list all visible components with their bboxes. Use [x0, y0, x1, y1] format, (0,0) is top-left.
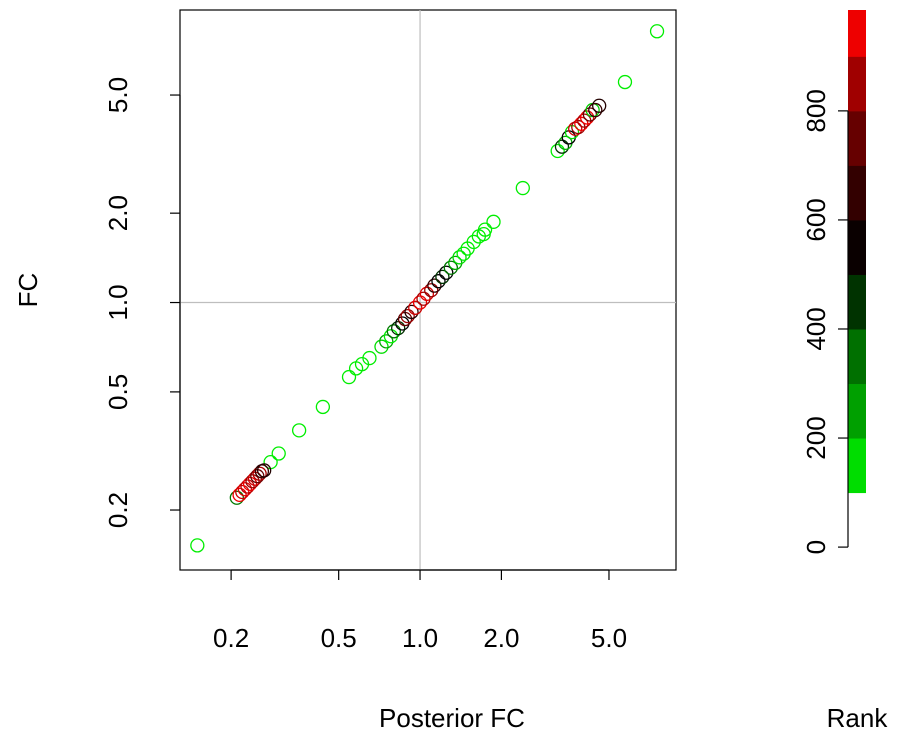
point [291, 423, 307, 438]
point [341, 369, 357, 385]
colorbar-bin [848, 56, 866, 112]
point [550, 143, 565, 159]
colorbar-bin [848, 383, 866, 439]
colorbar-title: Rank [827, 703, 889, 733]
point [404, 304, 419, 320]
y-tick-label: 2.0 [103, 195, 133, 231]
point [386, 324, 401, 339]
point [466, 234, 481, 250]
point [649, 24, 665, 39]
colorbar-bin [848, 110, 866, 166]
y-tick-label: 0.5 [103, 374, 133, 410]
point [271, 446, 286, 461]
colorbar-bin [848, 219, 866, 275]
point [315, 399, 331, 415]
colorbar-bin [848, 438, 866, 494]
colorbar-tick-label: 800 [801, 89, 831, 132]
colorbar-tick-label: 200 [801, 416, 831, 459]
colorbar-bin [848, 328, 866, 385]
point [235, 484, 250, 500]
point [416, 291, 431, 306]
colorbar-tick-label: 0 [801, 540, 831, 554]
point [419, 286, 435, 301]
point [579, 110, 595, 125]
point [229, 490, 244, 505]
colorbar-tick-label: 400 [801, 307, 831, 350]
x-axis-title: Posterior FC [379, 703, 525, 733]
point [443, 260, 458, 275]
point [456, 246, 471, 261]
point [486, 214, 501, 229]
point [408, 300, 423, 315]
point [427, 278, 442, 293]
point [190, 538, 205, 553]
point [242, 476, 258, 492]
point [362, 350, 377, 366]
point [400, 308, 415, 324]
x-tick-label: 5.0 [591, 623, 627, 653]
point [592, 98, 607, 113]
point [424, 283, 439, 298]
point [245, 474, 260, 489]
point [515, 180, 530, 196]
y-tick-label: 0.2 [103, 492, 133, 528]
point [232, 487, 247, 502]
point [374, 339, 389, 354]
x-tick-label: 1.0 [402, 623, 438, 653]
point [617, 74, 633, 90]
y-axis-title: FC [13, 273, 43, 308]
point [256, 463, 272, 478]
point [582, 107, 598, 122]
point [439, 265, 454, 280]
point [240, 479, 255, 494]
colorbar-bin [848, 165, 866, 221]
point [452, 250, 467, 265]
point [471, 229, 486, 244]
x-tick-label: 0.2 [213, 623, 249, 653]
colorbar-bin [848, 10, 866, 57]
colorbar-tick-label: 600 [801, 198, 831, 241]
point [588, 102, 603, 118]
y-tick-label: 5.0 [103, 77, 133, 113]
point [435, 269, 450, 285]
point [379, 334, 394, 349]
x-tick-label: 0.5 [321, 623, 357, 653]
point [252, 466, 267, 481]
colorbar-bin [848, 274, 866, 330]
point [554, 139, 570, 154]
point [412, 295, 428, 310]
point [237, 482, 253, 497]
point [391, 320, 406, 336]
y-tick-label: 1.0 [103, 284, 133, 320]
x-tick-label: 2.0 [483, 623, 519, 653]
point [431, 274, 446, 289]
